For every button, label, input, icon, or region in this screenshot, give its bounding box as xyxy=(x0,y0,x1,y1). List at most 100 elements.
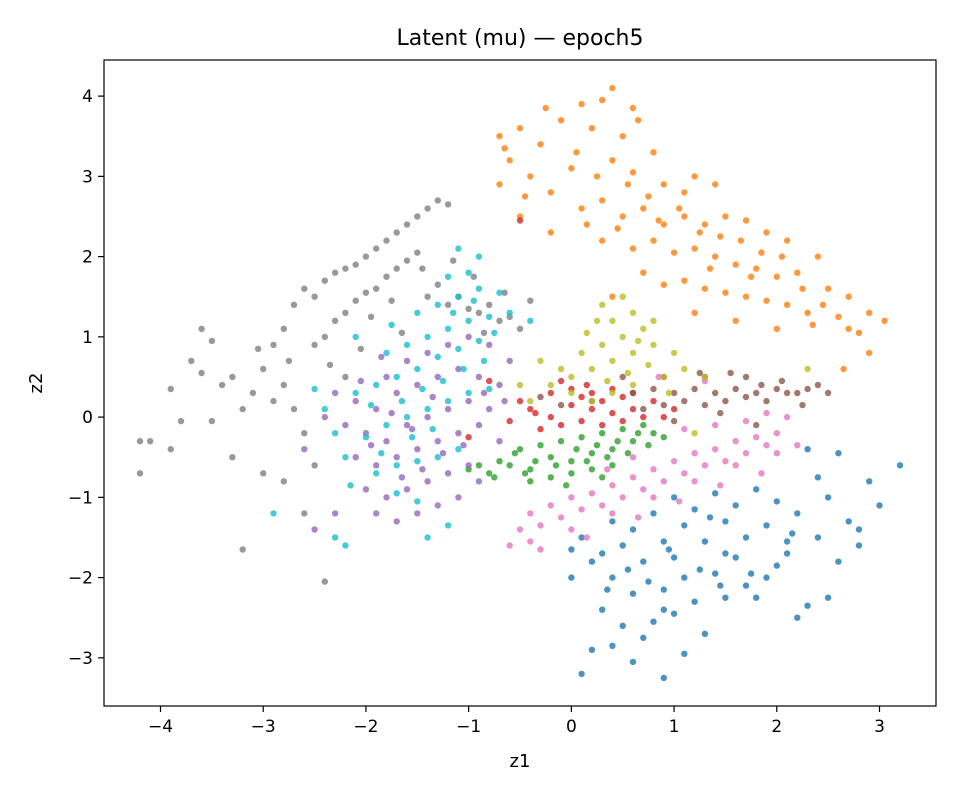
data-point xyxy=(486,301,493,308)
data-point xyxy=(783,413,791,421)
data-point xyxy=(501,289,508,296)
data-point xyxy=(455,293,462,300)
data-point xyxy=(506,417,513,425)
data-point xyxy=(249,389,257,397)
data-point xyxy=(578,670,585,678)
data-point xyxy=(321,333,328,341)
data-point xyxy=(588,365,596,373)
data-point xyxy=(506,542,513,549)
data-point xyxy=(881,317,888,324)
data-point xyxy=(763,442,770,449)
data-point xyxy=(773,498,780,505)
data-point xyxy=(450,309,457,316)
data-point xyxy=(645,578,652,585)
data-point xyxy=(629,590,637,597)
data-point xyxy=(660,606,667,613)
data-point xyxy=(640,421,647,429)
data-point xyxy=(455,446,462,453)
data-point xyxy=(496,289,503,296)
data-point xyxy=(424,205,431,212)
data-point xyxy=(450,257,457,264)
data-point xyxy=(460,365,467,373)
data-point xyxy=(537,442,544,449)
data-point xyxy=(393,229,400,236)
data-point xyxy=(681,470,688,477)
data-point xyxy=(588,490,596,497)
data-point xyxy=(896,462,904,469)
data-point xyxy=(599,197,606,204)
data-point xyxy=(547,413,554,421)
data-point xyxy=(434,438,441,445)
x-tick-label: 0 xyxy=(566,717,577,737)
data-point xyxy=(676,205,683,212)
data-point xyxy=(557,117,565,124)
data-point xyxy=(758,249,765,256)
series-4 xyxy=(465,217,678,441)
y-axis-label: z2 xyxy=(26,373,47,394)
data-point xyxy=(732,261,739,268)
data-point xyxy=(352,261,359,268)
data-point xyxy=(650,618,657,625)
data-point xyxy=(557,438,565,445)
data-point xyxy=(568,458,575,465)
data-point xyxy=(331,317,339,324)
data-point xyxy=(516,217,524,224)
data-point xyxy=(280,478,287,485)
data-point xyxy=(527,173,534,180)
data-point xyxy=(352,389,359,397)
data-point xyxy=(444,522,452,529)
data-point xyxy=(218,381,226,389)
data-point xyxy=(557,401,565,409)
data-point xyxy=(527,397,534,405)
data-point xyxy=(783,550,791,557)
data-point xyxy=(778,253,786,260)
data-point xyxy=(650,237,657,244)
data-point xyxy=(670,458,678,465)
data-point xyxy=(444,397,452,405)
data-point xyxy=(419,265,426,272)
data-point xyxy=(388,409,395,417)
data-point xyxy=(691,385,698,393)
data-point xyxy=(604,454,611,461)
data-point xyxy=(393,373,400,381)
data-point xyxy=(640,634,647,641)
x-axis-ticks: −4 −3 −2 −1 0 1 2 3 xyxy=(148,706,885,737)
data-point xyxy=(640,413,647,421)
data-point xyxy=(763,574,770,581)
data-point xyxy=(373,245,380,252)
data-point xyxy=(640,269,647,276)
data-point xyxy=(660,478,667,485)
data-point xyxy=(629,349,637,357)
data-point xyxy=(640,205,647,212)
data-point xyxy=(660,413,667,421)
data-point xyxy=(568,546,575,553)
data-point xyxy=(855,329,863,336)
data-point xyxy=(506,309,513,316)
data-point xyxy=(701,538,709,545)
data-point xyxy=(465,389,472,397)
data-point xyxy=(331,269,339,276)
data-point xyxy=(208,417,216,425)
data-point xyxy=(270,510,277,517)
data-point xyxy=(444,201,452,208)
data-point xyxy=(532,409,539,417)
data-point xyxy=(845,293,852,300)
data-point xyxy=(177,417,185,425)
y-axis-ticks: −3 −2 −1 0 1 2 3 4 xyxy=(68,87,104,669)
data-point xyxy=(403,357,411,365)
data-point xyxy=(434,281,441,288)
data-point xyxy=(414,446,421,453)
data-point xyxy=(629,309,637,316)
data-point xyxy=(722,550,729,557)
data-point xyxy=(599,397,606,405)
data-point xyxy=(537,546,544,553)
data-point xyxy=(845,325,852,332)
data-point xyxy=(465,305,472,312)
data-point xyxy=(373,381,380,389)
data-point xyxy=(362,486,370,493)
data-point xyxy=(480,329,488,336)
data-point xyxy=(136,438,144,445)
data-point xyxy=(799,285,806,292)
data-point xyxy=(542,104,549,112)
data-point xyxy=(424,478,431,485)
